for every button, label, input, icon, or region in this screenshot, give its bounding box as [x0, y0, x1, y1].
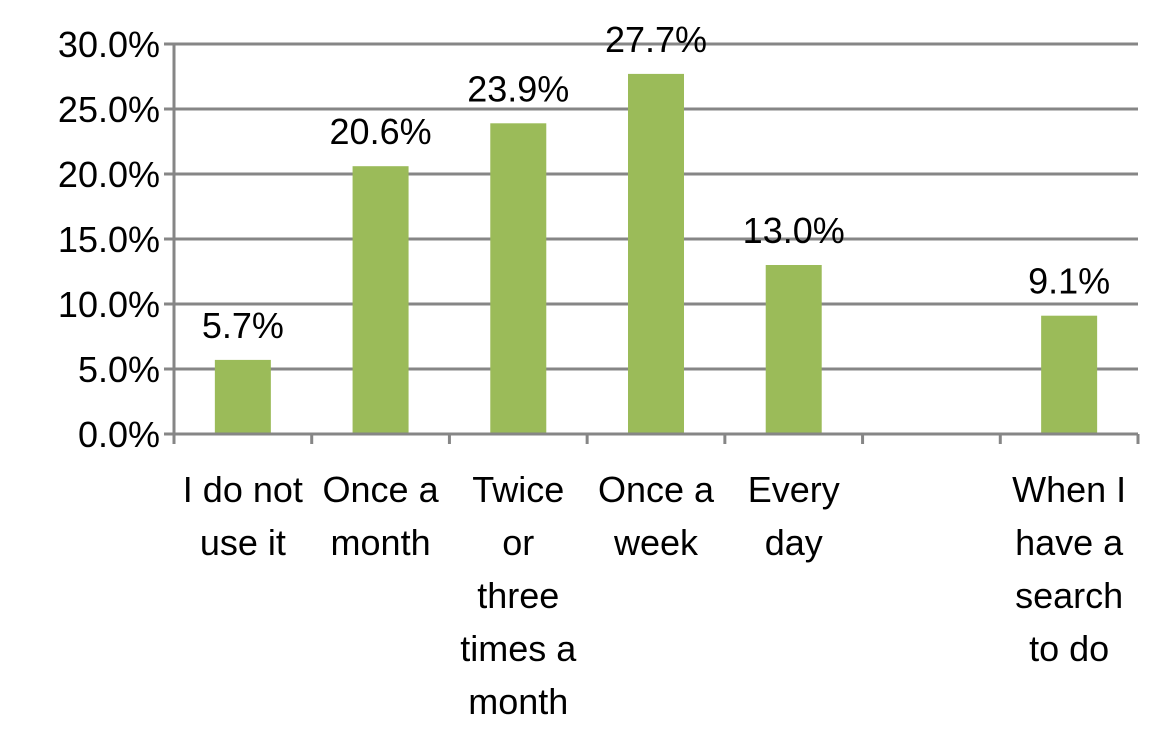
- data-label: 20.6%: [330, 111, 432, 152]
- category-label: Once a month: [323, 469, 440, 563]
- y-tick-label: 0.0%: [78, 414, 160, 455]
- category-label-line: month: [331, 522, 431, 563]
- bar: [1041, 315, 1098, 434]
- category-label-line: day: [765, 522, 823, 563]
- y-tick-label: 25.0%: [58, 89, 160, 130]
- y-tick-label: 30.0%: [58, 24, 160, 65]
- data-label: 23.9%: [467, 68, 569, 109]
- bar: [765, 265, 822, 434]
- data-label: 27.7%: [605, 19, 707, 60]
- y-tick-labels: 0.0% 5.0% 10.0% 15.0% 20.0% 25.0% 30.0%: [58, 24, 160, 455]
- category-label-line: have a: [1015, 522, 1124, 563]
- category-label-line: to do: [1029, 628, 1109, 669]
- category-label: Twice or three times a month: [460, 469, 577, 722]
- category-label-line: use it: [200, 522, 286, 563]
- category-label-line: search: [1015, 575, 1123, 616]
- category-label-line: three: [477, 575, 559, 616]
- category-label-line: Once a: [323, 469, 440, 510]
- category-label-line: times a: [460, 628, 577, 669]
- data-label: 9.1%: [1028, 261, 1110, 302]
- y-tick-label: 20.0%: [58, 154, 160, 195]
- category-label-line: Every: [748, 469, 840, 510]
- category-label-line: I do not: [183, 469, 303, 510]
- bar: [490, 123, 547, 435]
- category-label: When I have a search to do: [1012, 469, 1126, 669]
- bar: [214, 359, 271, 434]
- y-tick-label: 15.0%: [58, 219, 160, 260]
- category-label-line: month: [468, 681, 568, 722]
- y-tick-label: 5.0%: [78, 349, 160, 390]
- category-label: I do not use it: [183, 469, 303, 563]
- bar: [352, 166, 409, 434]
- category-label: Once a week: [598, 469, 715, 563]
- data-labels: 5.7% 20.6% 23.9% 27.7% 13.0% 9.1%: [202, 19, 1110, 346]
- y-tick-label: 10.0%: [58, 284, 160, 325]
- bar: [628, 73, 684, 435]
- category-label-line: Twice: [472, 469, 564, 510]
- category-label-line: week: [613, 522, 699, 563]
- data-label: 5.7%: [202, 305, 284, 346]
- axes: [164, 42, 1140, 444]
- bars: [214, 73, 1098, 435]
- data-label: 13.0%: [743, 210, 845, 251]
- category-label: Every day: [748, 469, 840, 563]
- category-label-line: or: [502, 522, 534, 563]
- category-label-line: Once a: [598, 469, 715, 510]
- category-labels: I do not use it Once a month Twice or three tim…: [183, 469, 1126, 722]
- category-label-line: When I: [1012, 469, 1126, 510]
